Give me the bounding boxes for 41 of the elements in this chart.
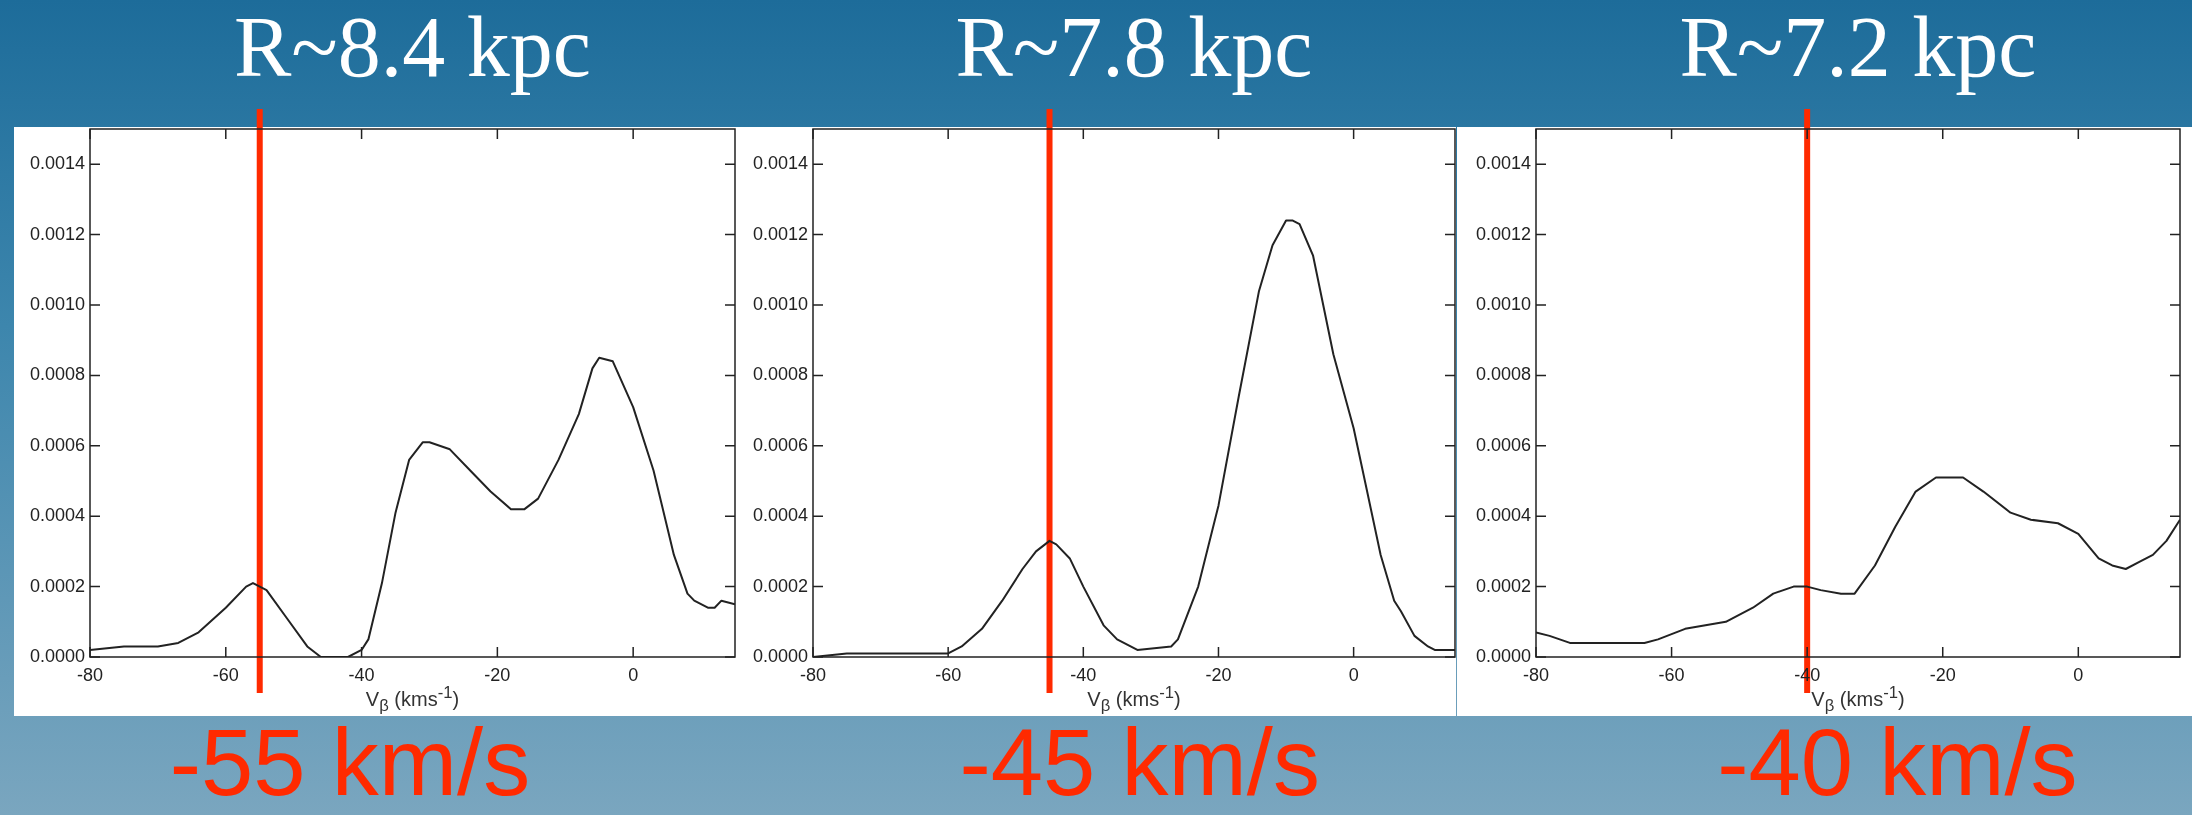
y-tick-label: 0.0010 xyxy=(752,293,808,314)
x-tick-label: -80 xyxy=(1522,664,1550,685)
x-tick-label: 0 xyxy=(628,664,639,685)
y-tick-label: 0.0002 xyxy=(29,575,85,596)
x-tick-label: -60 xyxy=(212,664,239,685)
y-tick-label: 0.0010 xyxy=(1475,293,1531,314)
y-tick-label: 0.0006 xyxy=(29,434,85,455)
y-tick-label: 0.0012 xyxy=(752,223,808,244)
x-tick-label: -20 xyxy=(1205,664,1232,685)
x-tick-label: 0 xyxy=(2073,664,2084,685)
y-tick-label: 0.0004 xyxy=(29,505,85,526)
y-tick-label: 0.0014 xyxy=(752,153,808,174)
y-tick-label: 0.0002 xyxy=(752,575,808,596)
y-tick-label: 0.0008 xyxy=(1475,364,1531,385)
y-tick-label: 0.0012 xyxy=(29,223,85,244)
chart-title: R~8.4 kpc xyxy=(233,0,592,95)
y-tick-label: 0.0014 xyxy=(29,153,85,174)
x-tick-label: -60 xyxy=(1658,664,1685,685)
x-tick-label: -80 xyxy=(799,664,827,685)
y-tick-label: 0.0000 xyxy=(29,645,85,666)
x-tick-label: -40 xyxy=(348,664,375,685)
y-tick-label: 0.0006 xyxy=(752,434,808,455)
chart-title: R~7.8 kpc xyxy=(955,0,1313,95)
y-tick-label: 0.0000 xyxy=(1475,645,1531,666)
x-tick-label: -40 xyxy=(1070,664,1097,685)
x-tick-label: -80 xyxy=(76,664,104,685)
y-tick-label: 0.0010 xyxy=(29,293,85,314)
y-tick-label: 0.0006 xyxy=(1475,434,1531,455)
chart-title: R~7.2 kpc xyxy=(1679,0,2037,95)
y-tick-label: 0.0008 xyxy=(752,364,808,385)
y-tick-label: 0.0014 xyxy=(1475,153,1531,174)
y-tick-label: 0.0004 xyxy=(752,505,808,526)
y-tick-label: 0.0004 xyxy=(1475,505,1531,526)
y-tick-label: 0.0000 xyxy=(752,645,808,666)
y-tick-label: 0.0002 xyxy=(1475,575,1531,596)
x-tick-label: -20 xyxy=(1929,664,1956,685)
x-tick-label: -20 xyxy=(484,664,511,685)
y-tick-label: 0.0008 xyxy=(29,364,85,385)
x-tick-label: -60 xyxy=(935,664,962,685)
y-tick-label: 0.0012 xyxy=(1475,223,1531,244)
x-tick-label: 0 xyxy=(1348,664,1359,685)
